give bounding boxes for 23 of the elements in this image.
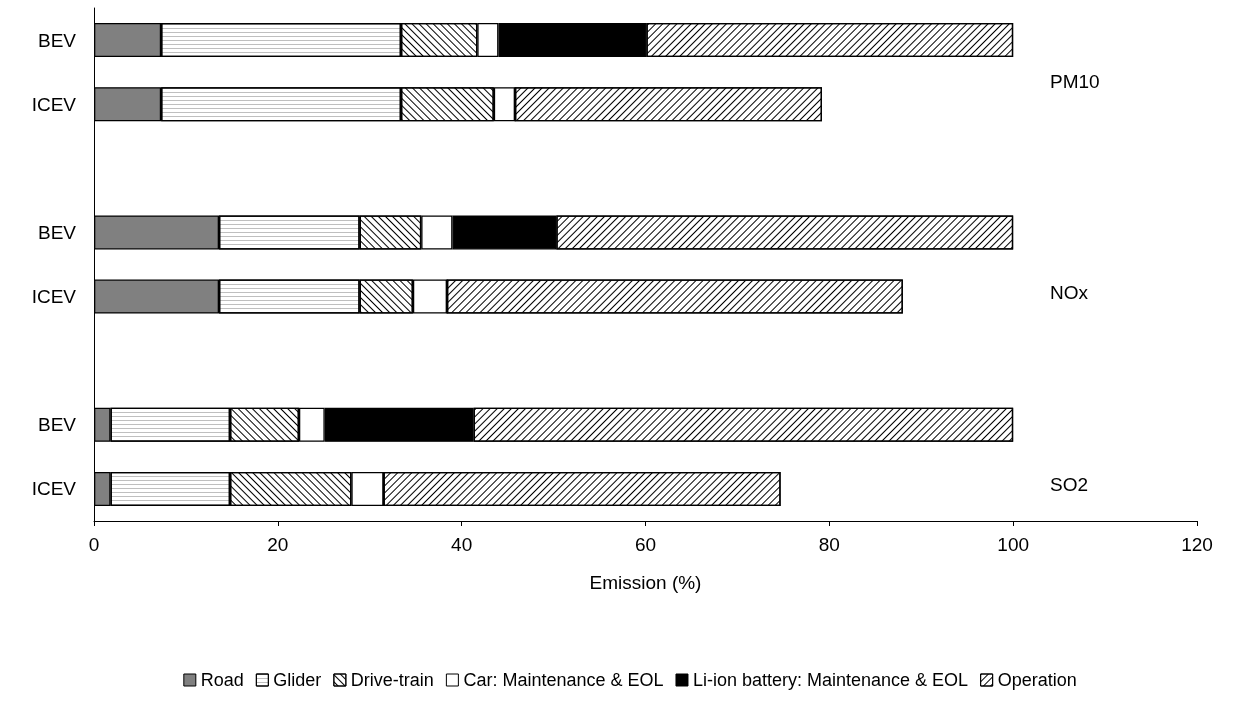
x-tick-label: 40: [451, 534, 473, 555]
x-tick-label: 20: [267, 534, 289, 555]
x-tick-label: 100: [997, 534, 1030, 555]
legend-label: Li-ion battery: Maintenance & EOL: [692, 670, 969, 690]
x-tick-label: 120: [1181, 534, 1213, 555]
y-tick-label: BEV: [37, 221, 77, 243]
annotation: PM10: [1050, 71, 1100, 93]
legend-label: Road: [200, 670, 244, 690]
y-tick-label: ICEV: [31, 93, 77, 115]
x-tick-label: 60: [634, 534, 657, 555]
y-tick-label: ICEV: [31, 286, 77, 308]
y-tick-label: ICEV: [31, 478, 77, 500]
x-axis-title: Emission (%): [589, 572, 702, 593]
legend-label: Car: Maintenance & EOL: [463, 670, 664, 690]
x-tick-label: 80: [818, 534, 840, 555]
y-tick-label: BEV: [37, 414, 77, 436]
annotation: NOx: [1050, 281, 1089, 303]
annotation: SO2: [1050, 473, 1089, 495]
x-tick-label: 0: [88, 534, 100, 555]
legend-label: Operation: [997, 670, 1077, 690]
y-tick-label: BEV: [37, 29, 77, 51]
legend-label: Glider: [273, 670, 322, 690]
legend-label: Drive-train: [350, 670, 434, 690]
